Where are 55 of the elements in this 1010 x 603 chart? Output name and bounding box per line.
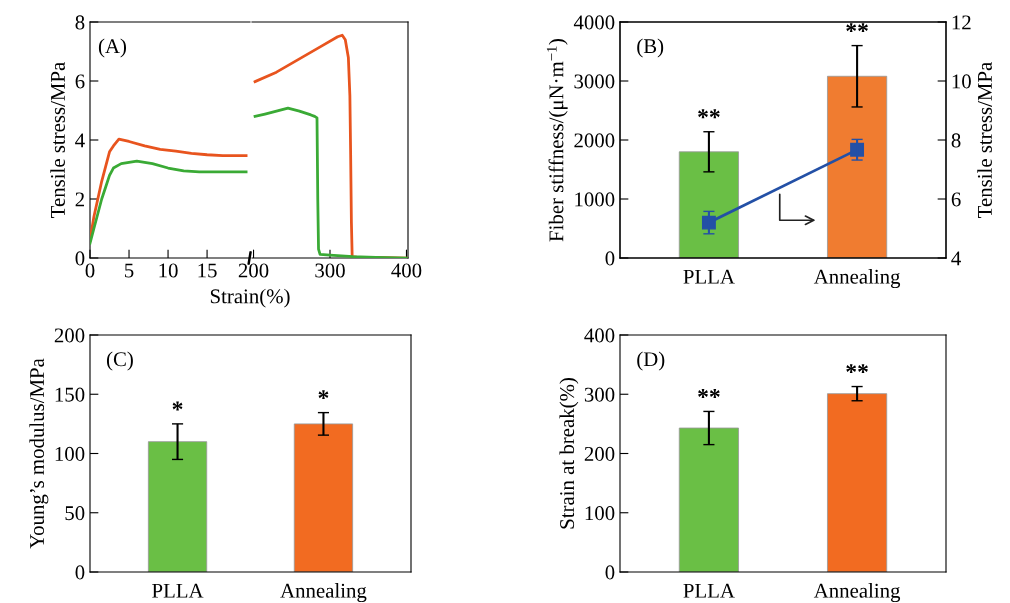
annotation: ** <box>846 23 868 33</box>
y2-tick-label: 6 <box>951 192 961 207</box>
x-tick-label: PLLA <box>152 583 204 598</box>
x-tick-label: PLLA <box>683 269 735 284</box>
y-tick-label: 4000 <box>573 15 615 30</box>
y2-tick-label: 4 <box>951 251 961 266</box>
annotation: (D) <box>637 351 665 371</box>
annotation: (C) <box>106 351 133 371</box>
annotation: ** <box>698 109 720 119</box>
x-tick-label: 5 <box>125 263 134 278</box>
y-tick-label: 4 <box>75 133 85 148</box>
x-tick-label: PLLA <box>683 583 735 598</box>
y-axis-title: Young’s modulus/MPa <box>29 358 49 549</box>
y-axis-title: Strain at break(%) <box>559 378 579 529</box>
y-tick-label: 150 <box>55 387 85 402</box>
y2-tick-label: 12 <box>952 15 971 30</box>
y-tick-label: 100 <box>585 506 615 521</box>
y-tick-label: 50 <box>65 506 85 521</box>
annotation: * <box>318 390 329 400</box>
x-tick-label: 15 <box>198 263 217 278</box>
y-tick-label: 200 <box>584 446 615 461</box>
y-tick-label: 3000 <box>574 74 615 89</box>
x-tick-label: 10 <box>159 263 178 278</box>
y-tick-label: 200 <box>54 328 85 343</box>
y-tick-label: 2000 <box>574 133 615 148</box>
y-axis-title: Fiber stiffness/(μN·m$^{−1}$) <box>546 39 568 242</box>
x-tick-label: 200 <box>238 263 269 278</box>
x-tick-label: Annealing <box>280 583 367 603</box>
x-tick-label: 400 <box>391 263 422 278</box>
y-tick-label: 400 <box>584 328 615 343</box>
x-axis-title: Strain(%) <box>210 288 290 308</box>
annotation: (B) <box>637 38 664 58</box>
y-tick-label: 300 <box>584 387 615 402</box>
y-tick-label: 8 <box>75 15 85 30</box>
y-tick-label: 0 <box>605 565 615 580</box>
y2-tick-label: 10 <box>952 74 971 89</box>
y-tick-label: 0 <box>75 565 85 580</box>
x-tick-label: Annealing <box>813 269 901 289</box>
y2-axis-title: Tensile stress/MPa <box>977 62 992 218</box>
y-tick-label: 0 <box>605 251 615 266</box>
annotation: * <box>172 401 183 411</box>
y-tick-label: 0 <box>75 251 85 266</box>
y2-tick-label: 8 <box>951 133 961 148</box>
y-tick-label: 1000 <box>575 192 615 207</box>
line-series <box>90 159 248 245</box>
x-tick-label: 300 <box>315 263 345 278</box>
x-tick-label: Annealing <box>813 583 901 603</box>
annotation: (A) <box>98 38 126 58</box>
x-tick-label: 0 <box>85 263 95 278</box>
y-tick-label: 6 <box>75 74 85 89</box>
y-axis-title: Tensile stress/MPa <box>50 62 65 218</box>
annotation: ** <box>698 389 720 398</box>
annotation: ** <box>846 364 868 374</box>
y-tick-label: 2 <box>75 192 84 207</box>
y-tick-label: 100 <box>55 446 85 461</box>
